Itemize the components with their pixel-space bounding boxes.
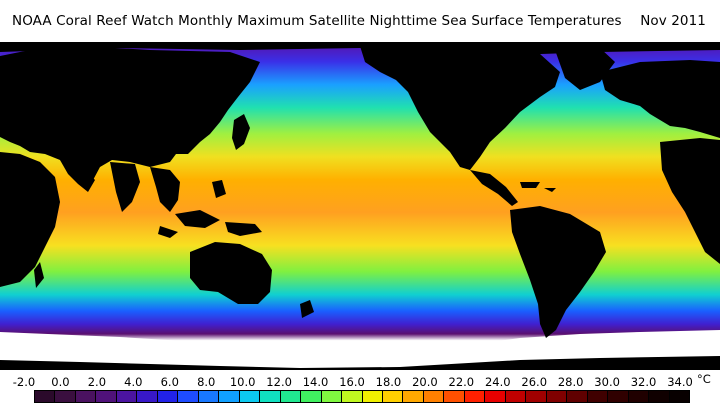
- colorbar-swatch: [423, 391, 445, 402]
- colorbar-swatch: [485, 391, 506, 402]
- africa-landmass: [660, 138, 720, 264]
- colorbar-swatch: [526, 391, 547, 402]
- colorbar-swatch: [649, 391, 670, 402]
- colorbar-swatch: [219, 391, 240, 402]
- colorbar-tick-label: 30.0: [594, 375, 620, 389]
- new-guinea-island: [225, 222, 262, 236]
- sumatra-island: [158, 226, 178, 238]
- colorbar-tick-label: 2.0: [87, 375, 107, 389]
- borneo-island: [175, 210, 220, 228]
- central-america-landmass: [470, 170, 518, 206]
- colorbar-swatch: [669, 391, 689, 402]
- colorbar-swatch: [75, 391, 97, 402]
- colorbar-swatch: [239, 391, 261, 402]
- colorbar-tick-label: 20.0: [412, 375, 438, 389]
- colorbar-swatch: [382, 391, 404, 402]
- colorbar-swatch: [464, 391, 486, 402]
- colorbar-tick-labels: -2.0 0.0 2.0 4.0 6.0 8.0 10.0 12.0 14.0 16.0 18.0 2…: [0, 372, 720, 390]
- colorbar-swatch: [587, 391, 609, 402]
- asia-landmass: [0, 46, 260, 182]
- title-bar: NOAA Coral Reef Watch Monthly Maximum Sa…: [0, 0, 720, 42]
- colorbar-tick-label: 28.0: [557, 375, 584, 389]
- japan-island: [232, 114, 250, 150]
- colorbar-swatch: [444, 391, 465, 402]
- europe-landmass: [600, 60, 720, 138]
- map-title: NOAA Coral Reef Watch Monthly Maximum Sa…: [12, 13, 622, 29]
- colorbar-tick-label: 24.0: [484, 375, 511, 389]
- colorbar-swatch: [55, 391, 76, 402]
- colorbar-tick-label: 26.0: [521, 375, 548, 389]
- colorbar-tick-label: 22.0: [448, 375, 475, 389]
- colorbar-swatch: [342, 391, 363, 402]
- colorbar-tick-label: 34.0: [667, 375, 693, 389]
- greenland-landmass: [555, 48, 615, 90]
- colorbar-swatch: [608, 391, 629, 402]
- colorbar-swatch: [198, 391, 220, 402]
- colorbar-tick-label: 0.0: [51, 375, 70, 389]
- colorbar-swatch: [157, 391, 179, 402]
- colorbar-tick-label: 6.0: [160, 375, 179, 389]
- southeast-asia-landmass: [150, 167, 180, 212]
- colorbar-swatch: [301, 391, 322, 402]
- colorbar-unit-label: °C: [697, 372, 711, 386]
- colorbar-tick-label: 14.0: [302, 375, 329, 389]
- arctic-land: [0, 42, 720, 56]
- new-zealand-island: [300, 300, 314, 318]
- south-america-landmass: [510, 206, 606, 338]
- colorbar-swatch: [628, 391, 650, 402]
- colorbar-tick-label: 16.0: [339, 375, 365, 389]
- philippines-island: [212, 180, 226, 198]
- colorbar-tick-label: 12.0: [266, 375, 292, 389]
- hispaniola-island: [544, 188, 556, 192]
- australia-landmass: [190, 242, 272, 304]
- sst-map-graphic: [0, 42, 720, 370]
- colorbar-tick-label: 32.0: [630, 375, 657, 389]
- colorbar-swatch: [567, 391, 588, 402]
- colorbar-swatch: [260, 391, 281, 402]
- colorbar-swatch: [321, 391, 343, 402]
- antarctica-landmass: [0, 356, 720, 370]
- colorbar-swatch: [280, 391, 302, 402]
- africa-east-landmass: [0, 152, 60, 287]
- map-date: Nov 2011: [640, 13, 706, 29]
- colorbar-swatch: [505, 391, 527, 402]
- india-landmass: [110, 162, 140, 212]
- colorbar-swatch: [178, 391, 199, 402]
- colorbar-swatch: [116, 391, 138, 402]
- north-america-landmass: [360, 46, 560, 170]
- colorbar-tick-label: 8.0: [197, 375, 216, 389]
- colorbar-swatch: [96, 391, 117, 402]
- arabia-landmass: [60, 160, 95, 192]
- madagascar-island: [34, 262, 44, 288]
- colorbar-tick-label: -2.0: [12, 375, 36, 389]
- colorbar-swatch: [137, 391, 158, 402]
- colorbar-swatch: [35, 391, 56, 402]
- colorbar-tick-label: 18.0: [375, 375, 402, 389]
- cuba-island: [520, 182, 540, 188]
- colorbar-swatch: [403, 391, 424, 402]
- colorbar-swatch: [362, 391, 383, 402]
- colorbar-tick-label: 10.0: [229, 375, 256, 389]
- sst-map: [0, 42, 720, 370]
- colorbar-tick-label: 4.0: [124, 375, 143, 389]
- colorbar-swatch: [546, 391, 568, 402]
- temperature-colorbar: [34, 390, 690, 403]
